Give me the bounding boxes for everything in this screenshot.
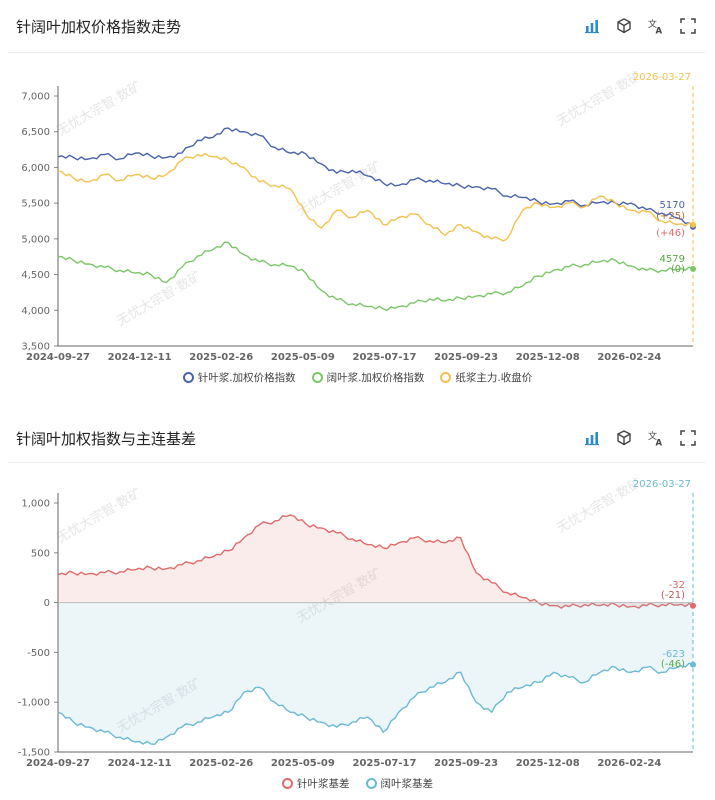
y-tick-label: 3,500 [21, 342, 50, 353]
legend-item[interactable]: 针叶浆.加权价格指数 [182, 370, 296, 385]
fullscreen-icon[interactable] [679, 17, 697, 35]
x-tick-label: 2026-02-24 [597, 352, 661, 363]
bar-chart-icon[interactable] [583, 17, 601, 35]
legend-marker-icon [182, 372, 194, 383]
panel-header: 针阔叶加权指数与主连基差 文 A [0, 412, 715, 464]
legend-item[interactable]: 纸浆主力.收盘价 [440, 370, 532, 385]
y-tick-label: -1,500 [18, 748, 50, 759]
end-value-label: (+46) [656, 228, 685, 239]
end-value-label: (-21) [661, 590, 685, 601]
legend-label: 阔叶浆.加权价格指数 [326, 372, 425, 384]
legend-marker-icon [282, 778, 293, 789]
x-tick-label: 2025-09-23 [434, 352, 498, 363]
series-line [57, 241, 694, 312]
x-tick-label: 2025-05-09 [271, 758, 335, 769]
x-tick-label: 2024-12-11 [108, 352, 172, 363]
legend: 针叶浆基差 阔叶浆基差 [0, 776, 715, 791]
y-tick-label: 4,500 [21, 270, 50, 281]
end-point-marker [690, 221, 696, 228]
x-tick-label: 2025-07-17 [352, 758, 416, 769]
series-line [57, 514, 694, 609]
watermark-text: 无忧大宗智·数矿 [554, 68, 644, 129]
end-point-marker [690, 265, 696, 272]
cursor-date-label: 2026-03-27 [633, 72, 691, 83]
x-tick-label: 2024-09-27 [26, 758, 90, 769]
legend-label: 针叶浆.加权价格指数 [197, 372, 296, 384]
x-tick-label: 2025-07-17 [352, 352, 416, 363]
series-area [58, 602, 693, 745]
watermark-text: 无忧大宗智·数矿 [54, 78, 144, 139]
watermark-text: 无忧大宗智·数矿 [554, 475, 644, 536]
legend-label: 阔叶浆基差 [380, 778, 434, 790]
y-tick-label: 5,000 [21, 234, 50, 245]
bar-chart-icon[interactable] [583, 429, 601, 447]
toolbar: 文 A [583, 429, 697, 447]
svg-text:文: 文 [648, 430, 657, 442]
x-tick-label: 2025-05-09 [271, 352, 335, 363]
y-tick-label: 6,000 [21, 163, 50, 174]
y-tick-label: 6,500 [21, 127, 50, 138]
x-tick-label: 2024-09-27 [26, 352, 90, 363]
end-value-label: -32 [669, 580, 685, 591]
legend-label: 纸浆主力.收盘价 [455, 372, 533, 384]
end-value-label: (0) [671, 264, 685, 275]
legend-marker-icon [440, 372, 452, 383]
y-tick-label: 500 [31, 548, 50, 559]
divider [8, 462, 705, 463]
translate-icon[interactable]: 文 A [647, 17, 665, 35]
end-value-label: (-46) [661, 659, 685, 670]
series-area [58, 515, 693, 609]
legend-marker-icon [365, 778, 377, 789]
legend-item[interactable]: 阔叶浆基差 [365, 776, 434, 791]
legend-item[interactable]: 阔叶浆.加权价格指数 [311, 370, 425, 385]
x-tick-label: 2024-12-11 [108, 758, 172, 769]
basis-panel: 针阔叶加权指数与主连基差 文 A 无忧大宗智·数矿 无忧大宗智·数矿 无忧大宗智·数… [0, 412, 715, 800]
x-tick-label: 2025-12-08 [516, 352, 580, 363]
end-value-label: -623 [662, 649, 685, 660]
y-tick-label: 7,000 [21, 92, 50, 103]
basis-chart: 无忧大宗智·数矿无忧大宗智·数矿无忧大宗智·数矿无忧大宗智·数矿-1,500-1… [18, 475, 696, 769]
legend-item[interactable]: 针叶浆基差 [282, 776, 350, 791]
y-tick-label: 1,000 [21, 499, 50, 510]
x-tick-label: 2025-09-23 [434, 758, 498, 769]
legend-label: 针叶浆基差 [297, 778, 350, 790]
end-value-label: 5170 [660, 200, 685, 211]
x-tick-label: 2026-02-24 [597, 758, 661, 769]
legend-marker-icon [311, 372, 323, 383]
y-tick-label: 5,500 [21, 199, 50, 210]
series-line [57, 152, 694, 242]
series-line [57, 662, 694, 746]
y-tick-label: -1,000 [18, 698, 50, 709]
divider [8, 52, 705, 53]
svg-text:A: A [656, 439, 663, 448]
end-point-marker [690, 602, 696, 609]
svg-text:文: 文 [648, 18, 657, 30]
x-tick-label: 2025-12-08 [516, 758, 580, 769]
fullscreen-icon[interactable] [679, 429, 697, 447]
translate-icon[interactable]: 文 A [647, 429, 665, 447]
panel-header: 针阔叶加权价格指数走势 文 A [0, 0, 715, 52]
end-value-label: 4579 [660, 254, 685, 265]
price-index-panel: 针阔叶加权价格指数走势 文 A 无忧大宗智·数矿 无忧大宗智·数矿 无忧大宗智·数矿… [0, 0, 715, 395]
cube-icon[interactable] [615, 17, 633, 35]
panel-title: 针阔叶加权指数与主连基差 [16, 430, 197, 448]
x-tick-label: 2025-02-26 [189, 758, 253, 769]
end-value-label: (+25) [656, 211, 685, 222]
legend: 针叶浆.加权价格指数 阔叶浆.加权价格指数 纸浆主力.收盘价 [0, 370, 715, 385]
cursor-date-label: 2026-03-27 [633, 479, 691, 490]
watermark-text: 无忧大宗智·数矿 [54, 485, 144, 546]
toolbar: 文 A [583, 17, 697, 35]
y-tick-label: -500 [27, 648, 50, 659]
x-tick-label: 2025-02-26 [189, 352, 253, 363]
y-tick-label: 4,000 [21, 306, 50, 317]
end-point-marker [690, 661, 696, 668]
y-tick-label: 0 [44, 598, 50, 609]
price-index-chart: 无忧大宗智·数矿无忧大宗智·数矿无忧大宗智·数矿无忧大宗智·数矿3,5004,0… [21, 68, 696, 363]
cube-icon[interactable] [615, 429, 633, 447]
page-title: 针阔叶加权价格指数走势 [16, 18, 182, 36]
svg-text:A: A [656, 27, 663, 36]
series-line [57, 127, 694, 228]
